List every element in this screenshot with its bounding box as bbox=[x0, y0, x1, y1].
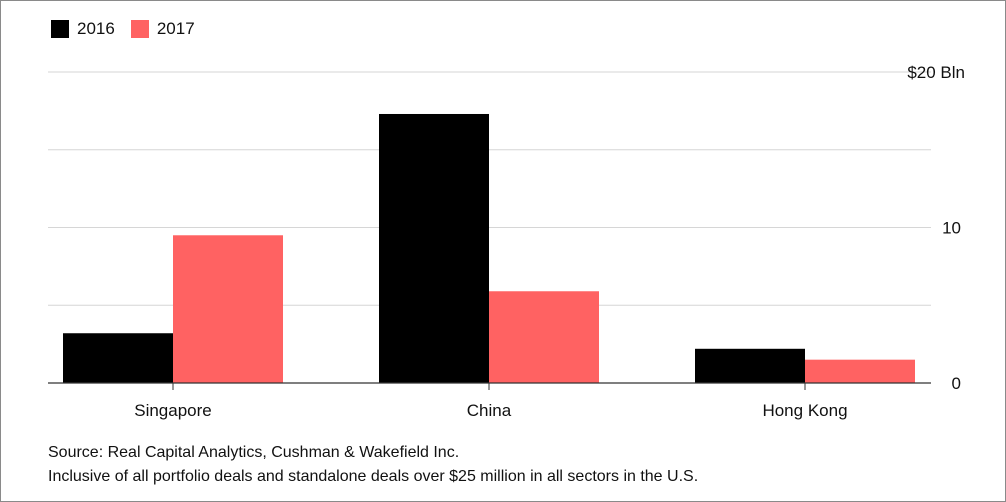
footnote: Inclusive of all portfolio deals and sta… bbox=[48, 468, 699, 485]
legend-item-2017: 2017 bbox=[130, 19, 195, 39]
y-tick-label-1: 10 bbox=[942, 219, 961, 238]
category-label: Hong Kong bbox=[762, 401, 847, 420]
source-note: Source: Real Capital Analytics, Cushman … bbox=[48, 444, 460, 461]
bar-singapore-2017 bbox=[173, 235, 283, 383]
chart-notes: Source: Real Capital Analytics, Cushman … bbox=[48, 441, 698, 489]
category-label: Singapore bbox=[134, 401, 212, 420]
y-tick-label-2: $20 Bln bbox=[907, 63, 965, 82]
bar-hong-kong-2017 bbox=[805, 359, 915, 383]
bar-china-2017 bbox=[489, 291, 599, 383]
legend: 2016 2017 bbox=[51, 19, 211, 39]
y-tick-label-0: 0 bbox=[952, 374, 961, 393]
legend-swatch-2016 bbox=[51, 20, 69, 38]
legend-label-2016: 2016 bbox=[77, 19, 115, 38]
legend-item-2016: 2016 bbox=[51, 19, 115, 39]
category-label: China bbox=[467, 401, 512, 420]
legend-swatch-2017 bbox=[130, 20, 149, 38]
legend-label-2017: 2017 bbox=[156, 19, 195, 38]
bar-china-2016 bbox=[379, 113, 489, 384]
bar-singapore-2016 bbox=[63, 333, 173, 383]
bar-hong-kong-2016 bbox=[695, 348, 805, 383]
